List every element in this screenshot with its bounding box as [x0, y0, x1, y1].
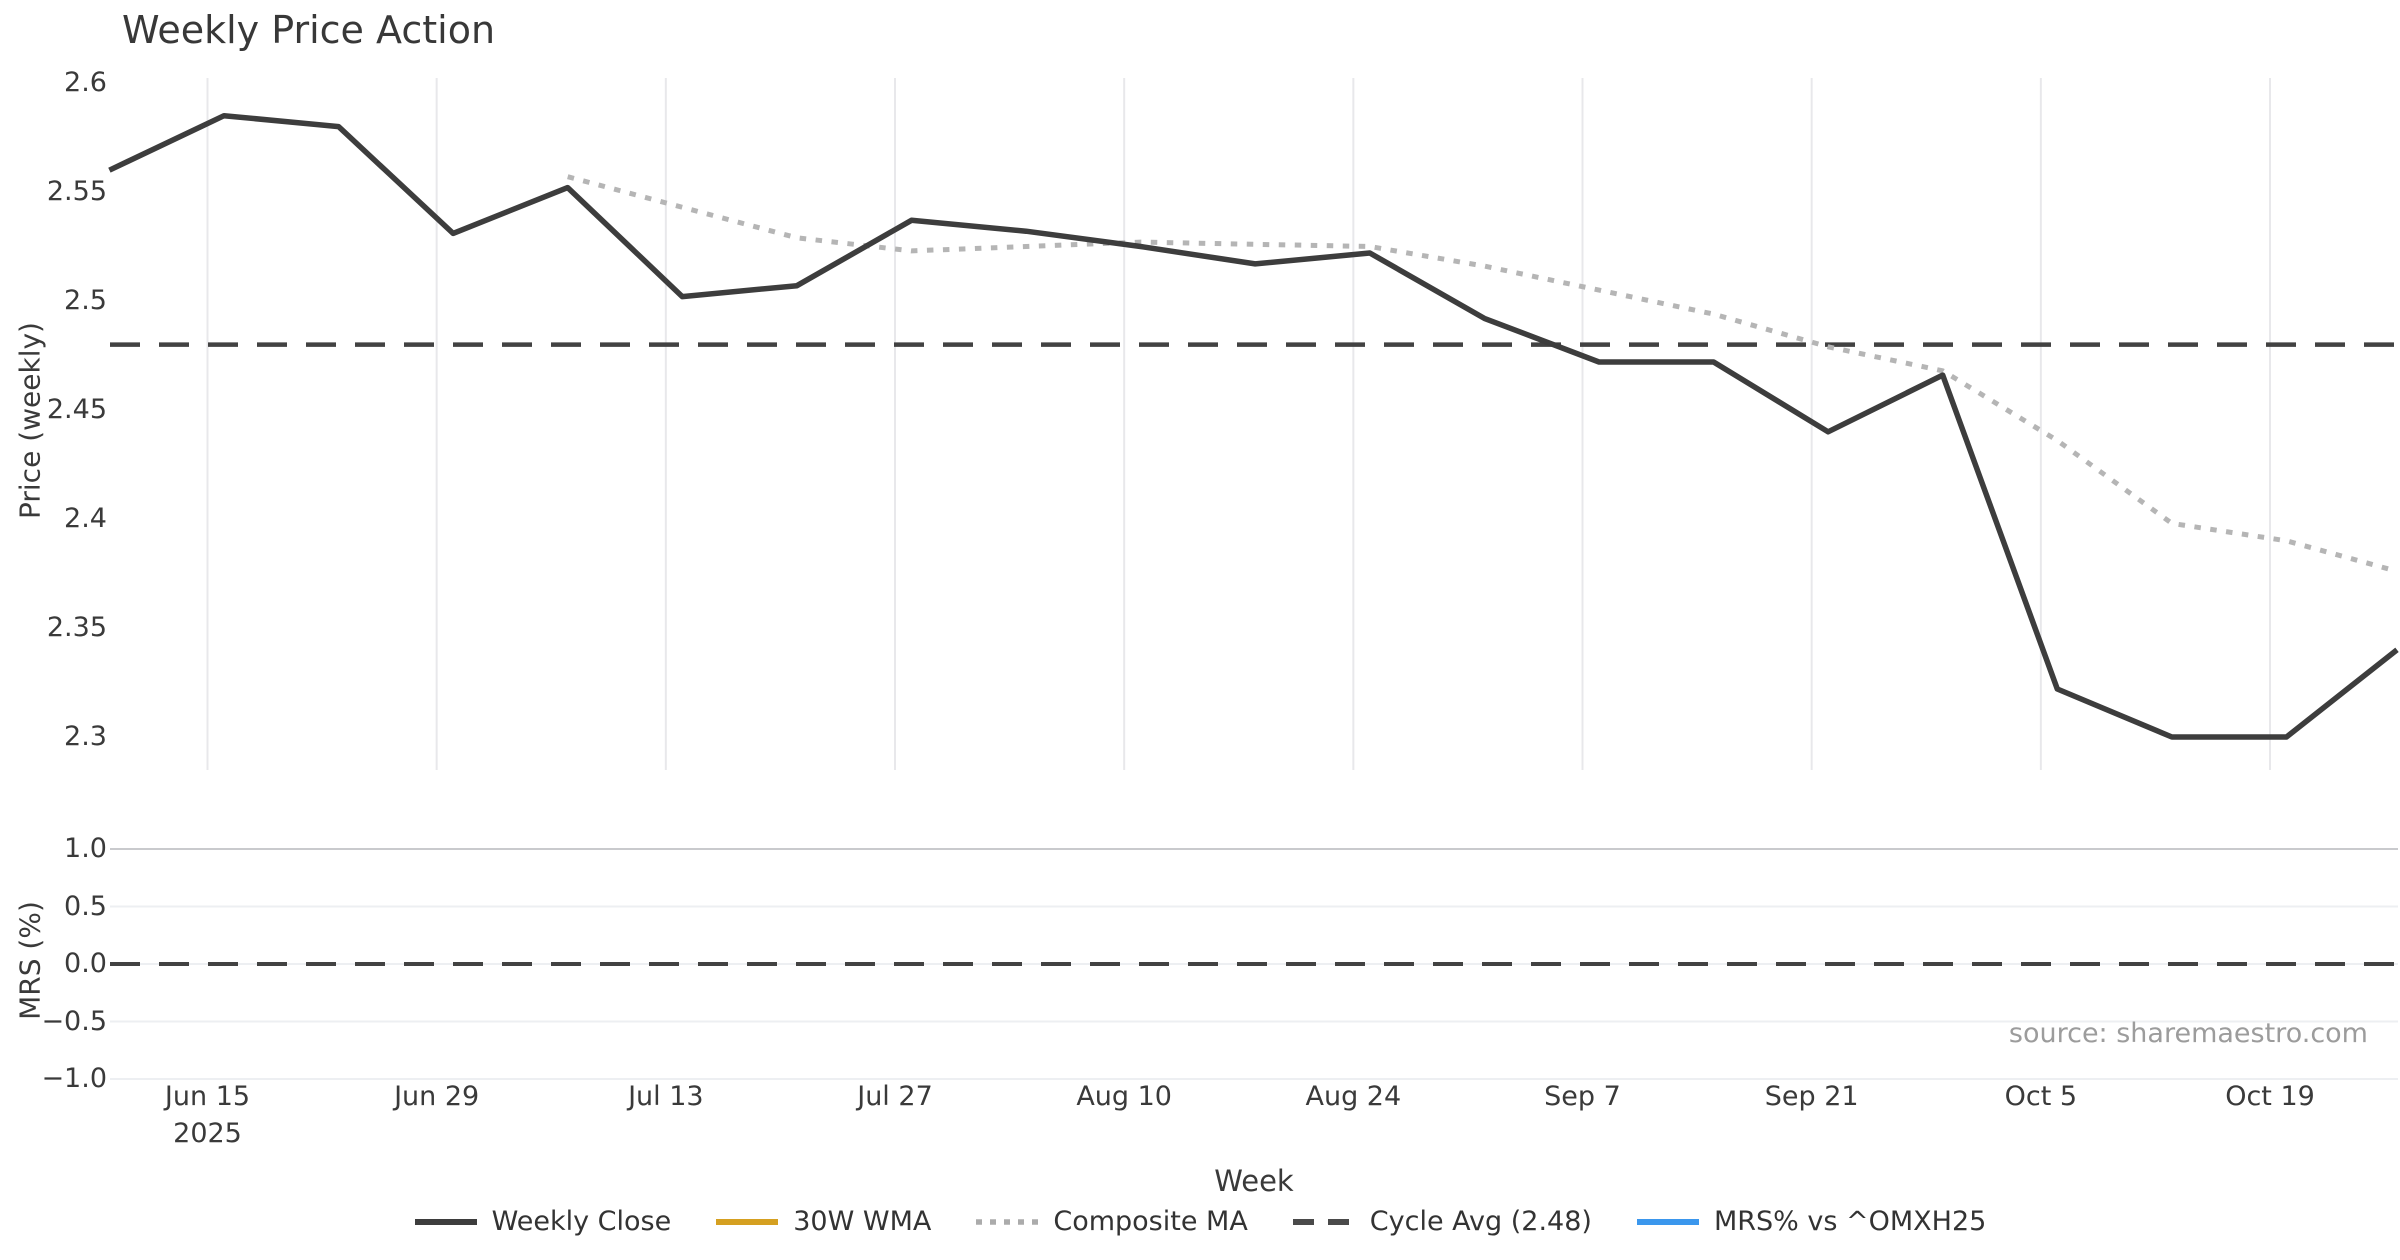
price-tick-label: 2.55	[46, 176, 107, 207]
x-tick-label: Jul 13	[628, 1081, 704, 1112]
legend-item: 30W WMA	[715, 1206, 931, 1237]
legend-item: Weekly Close	[414, 1206, 672, 1237]
price-tick-label: 2.3	[64, 721, 107, 752]
legend-item: MRS% vs ^OMXH25	[1636, 1206, 1986, 1237]
legend-item: Composite MA	[975, 1206, 1248, 1237]
price-tick-label: 2.45	[46, 394, 107, 425]
source-attribution: source: sharemaestro.com	[2008, 1018, 2368, 1049]
mrs-tick-label: 1.0	[64, 833, 107, 864]
price-tick-label: 2.35	[46, 612, 107, 643]
mrs-tick-label: −1.0	[41, 1063, 107, 1094]
price-tick-label: 2.5	[64, 285, 107, 316]
legend-item-label: Composite MA	[1053, 1206, 1248, 1237]
x-tick-label: Oct 19	[2225, 1081, 2315, 1112]
x-tick-label: Jul 27	[857, 1081, 933, 1112]
chart-title: Weekly Price Action	[122, 8, 496, 52]
x-tick-label: Sep 21	[1764, 1081, 1859, 1112]
legend-swatch-dashed-icon	[1292, 1218, 1355, 1225]
x-tick-label: Jun 15	[164, 1081, 251, 1112]
x-axis-title: Week	[1214, 1164, 1294, 1198]
legend-swatch-solid-icon	[1636, 1218, 1699, 1225]
legend-swatch-solid-icon	[414, 1218, 477, 1225]
x-tick-year-label: 2025	[173, 1118, 242, 1149]
x-tick-label: Aug 24	[1305, 1081, 1402, 1112]
legend-item-label: 30W WMA	[793, 1206, 932, 1237]
legend-item: Cycle Avg (2.48)	[1292, 1206, 1592, 1237]
legend-swatch-dotted-icon	[976, 1218, 1039, 1225]
price-tick-label: 2.6	[64, 67, 107, 98]
x-tick-label: Oct 5	[2004, 1081, 2078, 1112]
legend-item-label: Weekly Close	[491, 1206, 672, 1237]
mrs-tick-label: 0.5	[64, 890, 107, 922]
mrs-tick-label: 0.0	[64, 948, 107, 979]
legend-item-label: MRS% vs ^OMXH25	[1713, 1206, 1987, 1237]
price-tick-label: 2.4	[64, 503, 107, 534]
chart-legend: Weekly Close 30W WMA Composite MA Cycle Avg…	[0, 1206, 2400, 1237]
weekly-close-line	[108, 112, 2399, 740]
x-tick-label: Aug 10	[1076, 1081, 1172, 1112]
legend-item-label: Cycle Avg (2.48)	[1369, 1206, 1592, 1237]
legend-swatch-solid-icon	[716, 1218, 779, 1225]
mrs-tick-label: −0.5	[41, 1005, 107, 1037]
x-tick-label: Sep 7	[1544, 1081, 1621, 1112]
x-tick-label: Jun 29	[394, 1081, 480, 1112]
composite-ma-line	[567, 174, 2398, 574]
